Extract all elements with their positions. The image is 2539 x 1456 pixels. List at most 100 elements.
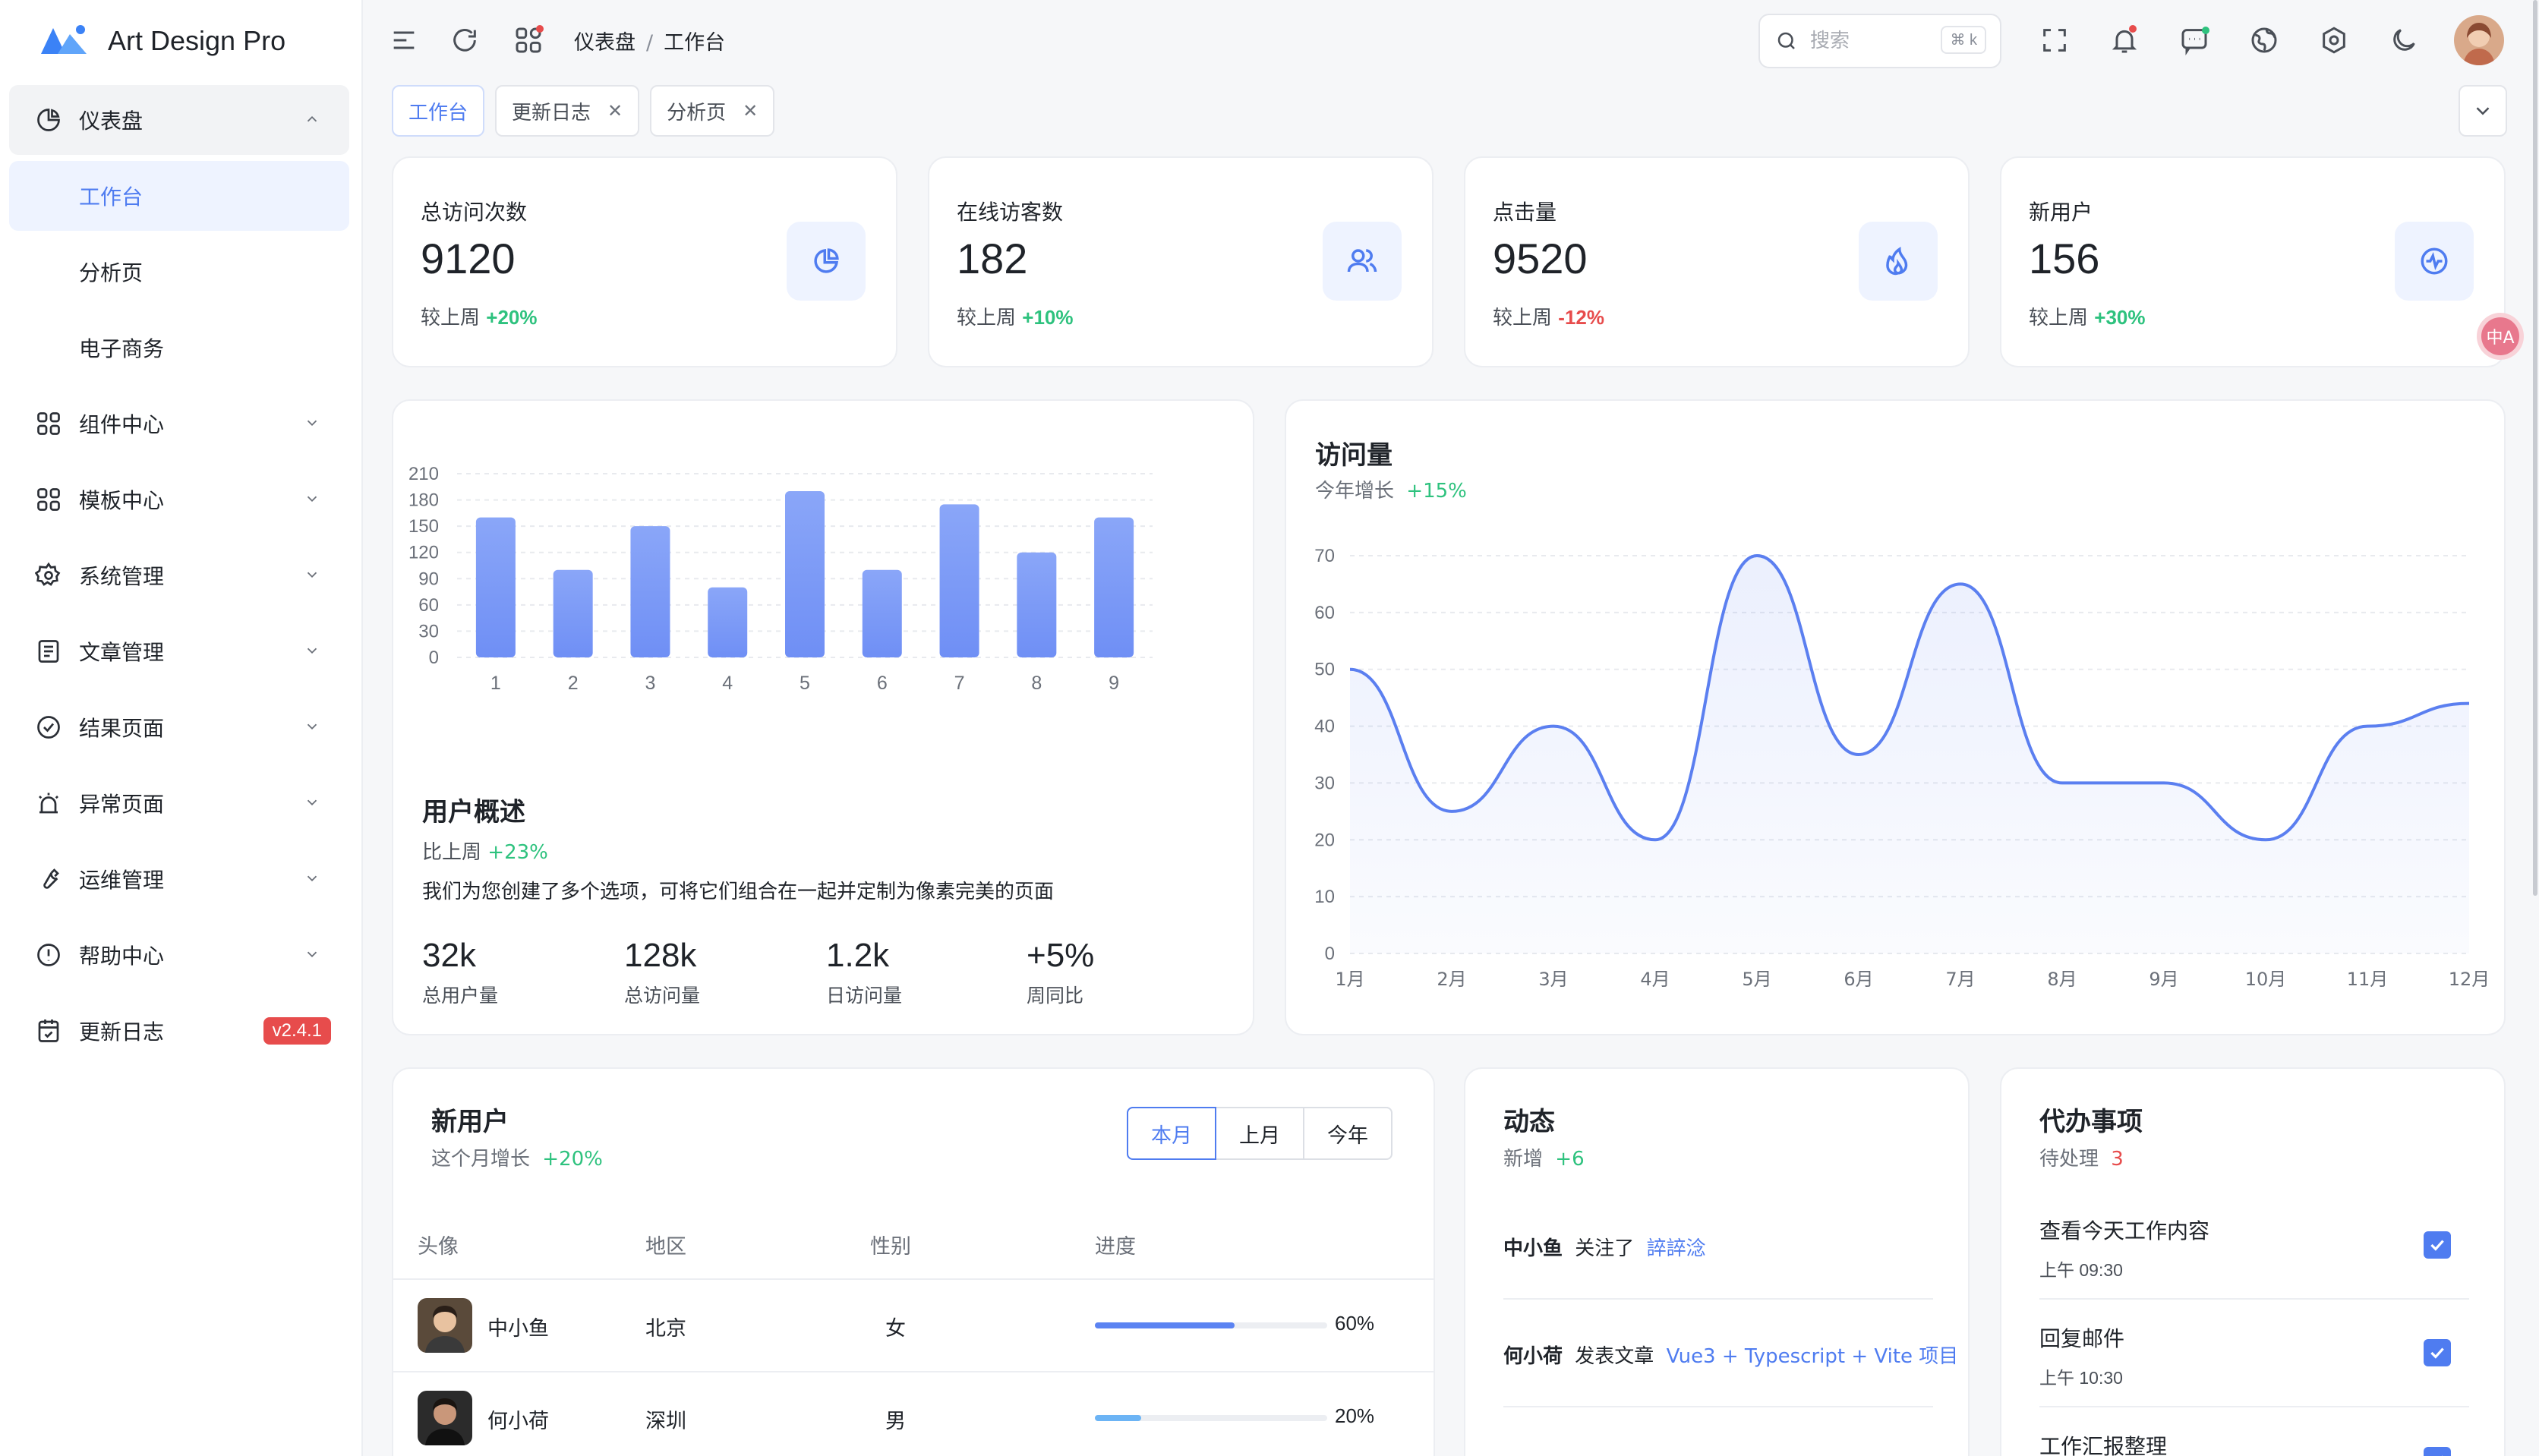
overview-compare: 比上周 +23% <box>422 841 548 864</box>
visits-title: 访问量 <box>1315 440 1393 471</box>
tab-label: 工作台 <box>408 101 468 124</box>
translate-button[interactable]: 中A <box>2477 313 2524 360</box>
progress-label: 20% <box>1335 1404 1375 1427</box>
breadcrumb-item-dashboard[interactable]: 仪表盘 <box>574 31 636 55</box>
sidebar-item-result[interactable]: 结果页面 <box>9 692 349 762</box>
breadcrumb: 仪表盘 / 工作台 <box>574 26 725 55</box>
todo-checkbox[interactable] <box>2424 1339 2451 1366</box>
bell-icon[interactable] <box>2109 25 2140 55</box>
overview-stat-daily-visits: 1.2k 日访问量 <box>826 937 903 1007</box>
sidebar-item-system[interactable]: 系统管理 <box>9 540 349 610</box>
todo-checkbox[interactable] <box>2424 1447 2451 1456</box>
user-gender: 男 <box>885 1410 906 1433</box>
menu-toggle-icon[interactable] <box>389 25 419 55</box>
segment-this-month[interactable]: 本月 <box>1127 1107 1216 1160</box>
activity-item[interactable]: 中小鱼 关注了 誶誶淰 <box>1503 1237 1706 1260</box>
tab-changelog[interactable]: 更新日志 ✕ <box>495 85 640 137</box>
stat-title: 总访问次数 <box>421 200 528 225</box>
x-tick-label: 4月 <box>1640 969 1670 990</box>
search-icon <box>1777 32 1795 49</box>
stat-icon-box <box>787 222 866 301</box>
chat-icon[interactable] <box>2179 25 2209 55</box>
sidebar: Art Design Pro 仪表盘 工作台 分析页 电子商务 组件中心 <box>0 0 363 1456</box>
sidebar-item-dashboard[interactable]: 仪表盘 <box>9 85 349 155</box>
todo-item-time: 上午 10:30 <box>2039 1368 2123 1388</box>
sidebar-item-components[interactable]: 组件中心 <box>9 389 349 459</box>
stat-card-total-visits: 总访问次数 9120 较上周 +20% <box>392 156 897 367</box>
search-input[interactable] <box>1810 30 1924 52</box>
x-tick-label: 1 <box>490 673 501 694</box>
app-name: Art Design Pro <box>108 25 286 56</box>
stat-card-online-visitors: 在线访客数 182 较上周 +10% <box>928 156 1434 367</box>
overview-stat-total-users: 32k 总用户量 <box>422 937 499 1007</box>
sidebar-item-analysis[interactable]: 分析页 <box>9 237 349 307</box>
y-tick-label: 60 <box>418 595 439 616</box>
sidebar-item-label: 工作台 <box>79 184 144 210</box>
sidebar-item-exception[interactable]: 异常页面 <box>9 768 349 838</box>
sidebar-item-ecommerce[interactable]: 电子商务 <box>9 313 349 383</box>
search-box[interactable]: ⌘ k <box>1758 14 2001 68</box>
bar <box>1017 552 1057 657</box>
x-tick-label: 2月 <box>1437 969 1466 990</box>
stat-change: 较上周 +30% <box>2029 306 2146 329</box>
sidebar-item-ops[interactable]: 运维管理 <box>9 844 349 914</box>
x-tick-label: 11月 <box>2347 969 2389 990</box>
x-tick-label: 10月 <box>2245 969 2287 990</box>
notification-dot <box>536 25 544 33</box>
logo-icon <box>41 25 87 54</box>
sidebar-item-label: 结果页面 <box>79 716 165 741</box>
sidebar-item-help[interactable]: 帮助中心 <box>9 920 349 990</box>
refresh-icon[interactable] <box>449 25 480 55</box>
activity-item[interactable]: 何小荷 发表文章 Vue3 + Typescript + Vite 项目 <box>1503 1345 1959 1368</box>
moon-icon[interactable] <box>2389 25 2419 55</box>
segment-last-month[interactable]: 上月 <box>1215 1107 1304 1160</box>
calendar-check-icon <box>35 1017 62 1045</box>
activity-title: 动态 <box>1503 1107 1555 1137</box>
chevron-down-icon <box>307 875 317 882</box>
apps-icon[interactable] <box>513 25 544 55</box>
area-fill <box>1350 556 2469 953</box>
stat-value: 9120 <box>421 235 516 282</box>
stat-value: 182 <box>957 235 1028 282</box>
sidebar-item-label: 系统管理 <box>79 564 165 589</box>
user-name: 何小荷 <box>487 1410 549 1433</box>
sidebar-item-changelog[interactable]: 更新日志 v2.4.1 <box>9 996 349 1066</box>
sidebar-item-label: 帮助中心 <box>79 944 165 969</box>
bar <box>630 526 670 657</box>
check-icon <box>2430 1347 2444 1359</box>
sidebar-item-label: 异常页面 <box>79 792 165 817</box>
x-tick-label: 1月 <box>1335 969 1364 990</box>
page-scrollbar[interactable] <box>2533 0 2537 896</box>
tabs-dropdown-button[interactable] <box>2459 85 2507 137</box>
fire-icon <box>1886 246 1908 276</box>
x-tick-label: 3 <box>645 673 655 694</box>
pie-chart-icon <box>814 248 839 273</box>
user-gender: 女 <box>885 1317 906 1341</box>
globe-icon[interactable] <box>2249 25 2279 55</box>
activity-icon <box>2421 247 2448 275</box>
period-segmented-control: 本月 上月 今年 <box>1127 1107 1393 1160</box>
user-avatar[interactable] <box>2454 15 2504 65</box>
feed-divider <box>1503 1406 1933 1407</box>
close-icon[interactable]: ✕ <box>607 100 623 121</box>
x-tick-label: 12月 <box>2449 969 2490 990</box>
fullscreen-icon[interactable] <box>2039 25 2070 55</box>
tab-analysis[interactable]: 分析页 ✕ <box>650 85 775 137</box>
sidebar-item-articles[interactable]: 文章管理 <box>9 616 349 686</box>
segment-this-year[interactable]: 今年 <box>1303 1107 1393 1160</box>
sidebar-item-label: 仪表盘 <box>79 109 144 134</box>
settings-icon[interactable] <box>2319 25 2349 55</box>
todo-checkbox[interactable] <box>2424 1231 2451 1259</box>
activity-subtitle: 新增 +6 <box>1503 1148 1585 1171</box>
chevron-down-icon <box>307 723 317 730</box>
sidebar-item-templates[interactable]: 模板中心 <box>9 465 349 534</box>
close-icon[interactable]: ✕ <box>743 100 759 121</box>
column-header-avatar: 头像 <box>418 1235 459 1259</box>
sidebar-item-workbench[interactable]: 工作台 <box>9 161 349 231</box>
bar <box>1094 517 1134 657</box>
sidebar-item-label: 电子商务 <box>79 336 165 361</box>
chevron-down-icon <box>307 951 317 958</box>
app-logo[interactable]: Art Design Pro <box>39 20 285 62</box>
tab-workbench[interactable]: 工作台 <box>392 85 485 137</box>
column-header-progress: 进度 <box>1095 1235 1136 1259</box>
